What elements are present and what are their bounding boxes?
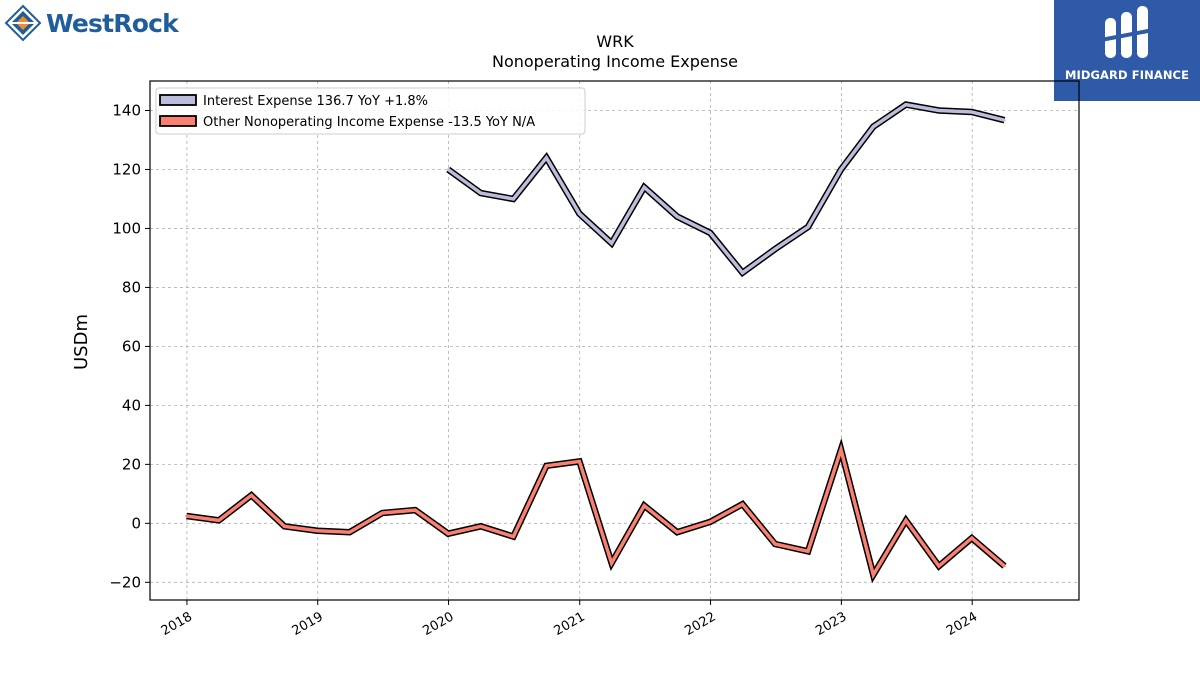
series-line: [447, 102, 1005, 276]
data-point: [578, 212, 581, 215]
data-point: [708, 520, 712, 524]
westrock-logo: WestRock: [4, 4, 179, 42]
data-point: [545, 156, 548, 159]
data-point: [414, 508, 417, 512]
x-tick-label: 2019: [290, 609, 326, 639]
y-tick-label: 60: [122, 337, 141, 355]
data-point: [479, 525, 483, 528]
data-point: [741, 502, 744, 506]
midgard-finance-text: MIDGARD FINANCE: [1064, 68, 1190, 82]
y-axis-label: USDm: [71, 314, 92, 370]
data-point: [741, 271, 744, 274]
data-point: [676, 530, 679, 534]
legend-label: Interest Expense 136.7 YoY +1.8%: [203, 94, 428, 109]
series-0: [446, 101, 1006, 278]
data-point: [1003, 119, 1006, 122]
y-tick-label: 40: [122, 396, 141, 414]
data-point: [1003, 564, 1006, 568]
x-tick-label: 2023: [813, 609, 849, 639]
data-point: [806, 550, 810, 553]
legend-label: Other Nonoperating Income Expense -13.5 …: [203, 115, 535, 130]
legend-swatch: [159, 115, 197, 127]
data-point: [250, 494, 253, 497]
y-ticks: −20 0 20 40 60 80 100 120 140: [109, 101, 150, 591]
x-tick-label: 2024: [944, 609, 980, 639]
legend-box: [155, 87, 586, 135]
data-point: [578, 460, 581, 463]
y-tick-label: 20: [122, 455, 141, 473]
chart-title: WRK: [596, 32, 634, 51]
westrock-logo-text: WestRock: [46, 8, 179, 38]
data-point: [610, 561, 613, 565]
y-tick-label: 0: [131, 514, 141, 532]
data-point: [545, 464, 548, 468]
data-point: [512, 197, 515, 201]
chart-subtitle: Nonoperating Income Expense: [492, 52, 738, 71]
data-point: [283, 525, 286, 528]
x-tick-label: 2022: [682, 609, 718, 639]
data-point: [937, 564, 941, 568]
data-point: [839, 168, 843, 171]
x-ticks: 2018 2019 2020 2021 2022 2023 2024: [159, 600, 980, 639]
data-point: [904, 519, 908, 522]
y-tick-label: −20: [109, 573, 141, 591]
data-point: [348, 530, 351, 534]
data-point: [316, 529, 319, 532]
data-point: [676, 215, 679, 218]
data-point: [643, 185, 646, 189]
y-tick-label: 140: [112, 101, 141, 119]
series-1: [185, 437, 1007, 584]
y-tick-label: 100: [112, 219, 141, 237]
data-point: [970, 536, 974, 540]
data-point: [904, 103, 908, 106]
x-tick-label: 2020: [420, 609, 456, 639]
data-point: [708, 231, 712, 235]
x-tick-label: 2021: [552, 609, 588, 639]
y-tick-label: 80: [122, 278, 141, 296]
data-point: [773, 542, 777, 546]
y-tick-label: 120: [112, 160, 141, 178]
data-point: [839, 448, 843, 451]
westrock-diamond-icon: [4, 4, 42, 42]
grid: [150, 81, 1079, 600]
data-point: [217, 519, 221, 522]
midgard-finance-icon: [1100, 6, 1154, 58]
data-point: [806, 225, 810, 229]
data-point: [185, 514, 188, 518]
legend-swatch: [159, 94, 197, 106]
data-point: [643, 504, 646, 507]
data-point: [446, 532, 450, 535]
data-point: [872, 573, 875, 577]
data-point: [872, 125, 875, 128]
series-line: [186, 443, 1006, 580]
series-layer: [185, 101, 1007, 584]
midgard-finance-logo: MIDGARD FINANCE: [1054, 0, 1200, 101]
data-point: [446, 168, 450, 171]
legend: Interest Expense 136.7 YoY +1.8% Other No…: [155, 87, 586, 135]
data-point: [970, 110, 974, 114]
x-tick-label: 2018: [159, 609, 195, 639]
data-point: [610, 241, 613, 245]
data-point: [381, 511, 384, 515]
data-point: [479, 191, 483, 195]
data-point: [937, 109, 941, 112]
data-point: [773, 247, 777, 251]
plot-frame: [149, 80, 1080, 601]
data-point: [512, 535, 515, 538]
